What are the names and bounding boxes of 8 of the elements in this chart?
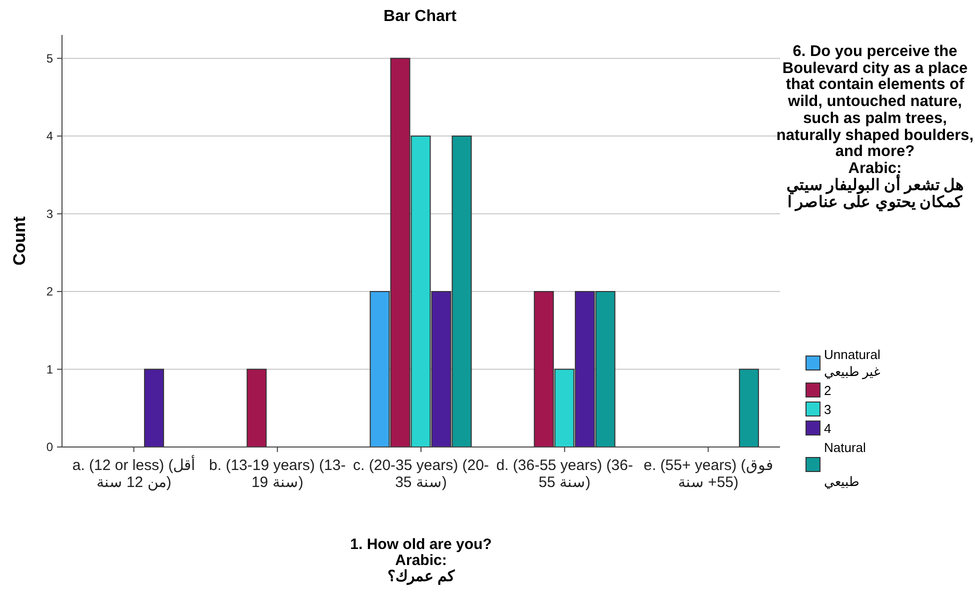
y-tick-label: 0 (46, 440, 54, 454)
y-tick-label: 2 (46, 284, 54, 299)
y-axis-title: Count (10, 216, 29, 266)
title: Bar Chart (382, 8, 458, 26)
y-tick-label: 4 (46, 129, 54, 144)
y-tick-label: 3 (46, 206, 54, 221)
y-tick-label: 1 (46, 362, 54, 376)
y-tick-label: 5 (46, 51, 54, 66)
